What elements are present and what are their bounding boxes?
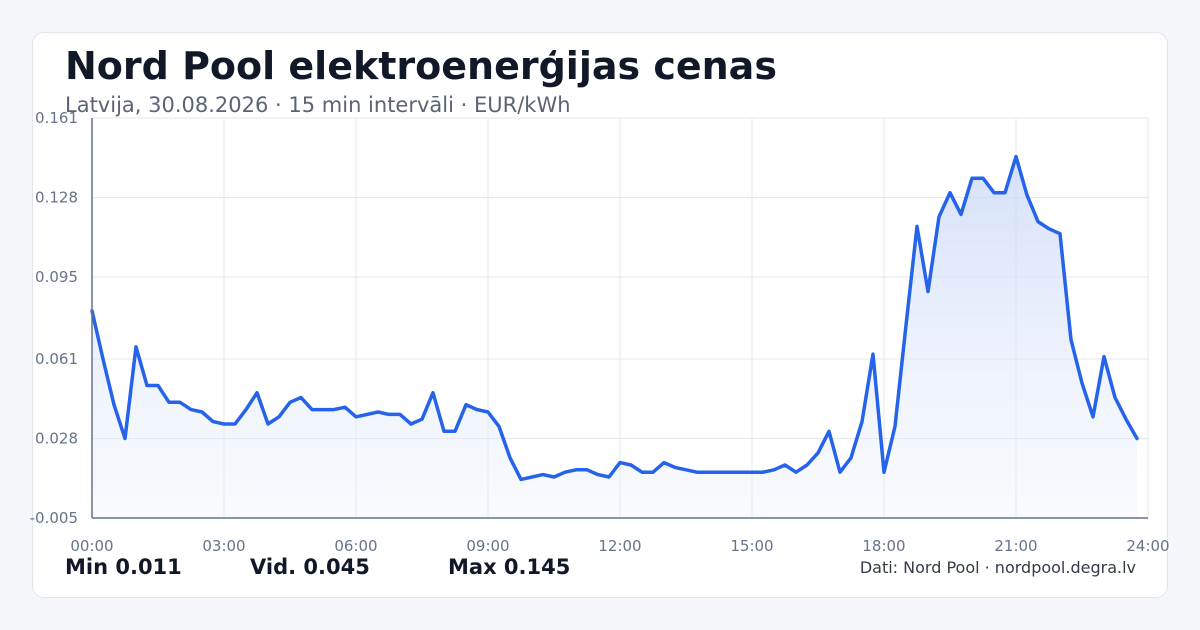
avg-price-stat: Vid. 0.045: [250, 555, 370, 579]
min-price-stat: Min 0.011: [65, 555, 182, 579]
x-tick-label: 06:00: [334, 537, 377, 555]
price-area-fill: [92, 156, 1137, 518]
y-tick-label: -0.005: [30, 509, 78, 527]
chart-subtitle: Latvija, 30.08.2026 · 15 min intervāli ·…: [65, 93, 571, 117]
chart-title: Nord Pool elektroenerģijas cenas: [65, 44, 777, 88]
x-tick-label: 09:00: [466, 537, 509, 555]
x-tick-label: 15:00: [730, 537, 773, 555]
x-tick-label: 00:00: [70, 537, 113, 555]
max-price-stat: Max 0.145: [448, 555, 571, 579]
x-tick-label: 03:00: [202, 537, 245, 555]
data-source: Dati: Nord Pool · nordpool.degra.lv: [859, 558, 1136, 577]
price-line: [90, 154, 1139, 482]
y-tick-label: 0.161: [35, 109, 78, 127]
y-tick-label: 0.061: [35, 350, 78, 368]
y-tick-label: 0.028: [35, 429, 78, 447]
x-tick-label: 18:00: [862, 537, 905, 555]
y-tick-label: 0.095: [35, 268, 78, 286]
y-tick-label: 0.128: [35, 189, 78, 207]
x-tick-label: 24:00: [1126, 537, 1169, 555]
x-tick-label: 21:00: [994, 537, 1037, 555]
x-tick-label: 12:00: [598, 537, 641, 555]
